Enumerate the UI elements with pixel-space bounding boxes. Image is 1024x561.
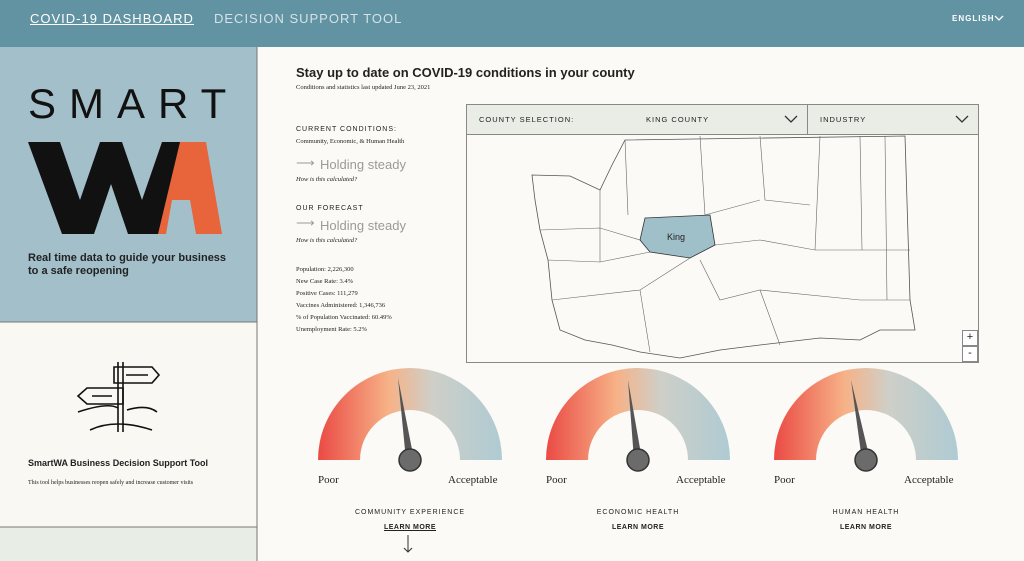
industry-select[interactable]: INDUSTRY — [820, 115, 867, 124]
learn-more[interactable]: LEARN MORE — [383, 524, 437, 531]
scroll-arrow — [403, 547, 413, 553]
logo-w — [28, 142, 194, 234]
county-name: King — [667, 232, 686, 242]
gauge-hub — [626, 448, 650, 472]
gauge-arc — [546, 368, 730, 460]
learn-more[interactable]: LEARN MORE — [839, 524, 893, 531]
nav-home[interactable]: COVID-19 DASHBOARD — [30, 11, 194, 26]
gauge-high: Acceptable — [676, 474, 726, 486]
current-sub: Community, Economic, & Human Health — [296, 138, 405, 145]
gauge-low: Poor — [774, 474, 795, 486]
gauge-hub — [398, 448, 422, 472]
forecast-arrow: ⟶ — [296, 215, 315, 230]
stat-line: % of Population Vaccinated: 60.49% — [296, 314, 392, 321]
tool-description: This tool helps businesses reopen safely… — [28, 480, 194, 486]
stat-line: Unemployment Rate: 5.2% — [296, 326, 367, 333]
stat-line: Vaccines Administered: 1,346,736 — [296, 302, 386, 309]
nav-language[interactable]: ENGLISH — [952, 14, 995, 23]
gauge-needle — [628, 380, 642, 461]
gauge-arc — [318, 368, 502, 460]
zoom-in-button[interactable] — [962, 330, 978, 346]
map-header — [467, 105, 978, 134]
lang-chevron[interactable] — [994, 15, 1004, 21]
gauge-arc — [774, 368, 958, 460]
forecast-label: OUR FORECAST — [296, 205, 364, 212]
gauges — [318, 368, 958, 472]
gauge-needle — [398, 378, 414, 461]
stat-line: Population: 2,226,300 — [296, 266, 354, 273]
gauge-low: Poor — [546, 474, 567, 486]
logo-smart: SMART — [28, 80, 240, 127]
tagline: Real time data to guide your business to… — [28, 252, 227, 277]
gauge-hub — [854, 448, 878, 472]
gauge-high: Acceptable — [448, 474, 498, 486]
current-label: CURRENT CONDITIONS: — [296, 126, 397, 133]
zoom-in[interactable]: + — [966, 331, 974, 343]
zoom-out[interactable]: - — [968, 347, 972, 359]
tool-name: SmartWA Business Decision Support Tool — [28, 458, 209, 468]
county-chevron[interactable] — [784, 115, 798, 123]
wa-map[interactable] — [531, 135, 916, 359]
gauge-needle — [851, 380, 870, 461]
footer-panel — [0, 527, 257, 561]
industry-chevron[interactable] — [955, 115, 969, 123]
king-county[interactable] — [639, 214, 716, 259]
nav-tool[interactable]: DECISION SUPPORT TOOL — [214, 11, 403, 26]
gauge-low: Poor — [318, 474, 339, 486]
forecast-status: Holding steady — [320, 218, 406, 233]
nav-bar — [0, 0, 1024, 47]
gauge-title: HUMAN HEALTH — [832, 509, 900, 516]
county-select[interactable]: KING COUNTY — [646, 115, 710, 124]
learn-more[interactable]: LEARN MORE — [611, 524, 665, 531]
stat-line: New Case Rate: 3.4% — [296, 278, 354, 285]
county-lines — [539, 135, 910, 353]
gauge-title: ECONOMIC HEALTH — [596, 509, 680, 516]
forecast-link[interactable]: How is this calculated? — [296, 237, 358, 244]
zoom-out-button[interactable] — [962, 346, 978, 362]
signpost-icon — [76, 362, 161, 432]
stat-line: Positive Cases: 111,279 — [296, 290, 358, 297]
updated: Conditions and statistics last updated J… — [296, 84, 431, 91]
county-label: COUNTY SELECTION: — [479, 115, 575, 124]
main-title: Stay up to date on COVID-19 conditions i… — [296, 65, 635, 80]
current-status: Holding steady — [320, 157, 406, 172]
current-link[interactable]: How is this calculated? — [296, 176, 358, 183]
current-arrow: ⟶ — [296, 155, 315, 170]
gauge-high: Acceptable — [904, 474, 954, 486]
gauge-title: COMMUNITY EXPERIENCE — [354, 509, 466, 516]
logo-a-cut — [166, 200, 196, 234]
